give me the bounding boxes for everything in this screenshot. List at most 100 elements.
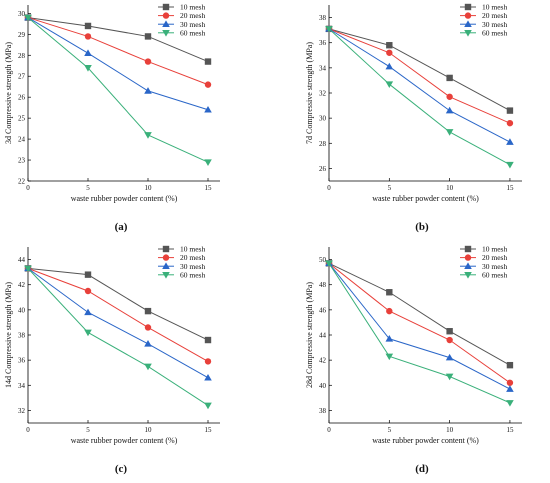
series-20-mesh	[24, 14, 212, 88]
x-tick-label: 5	[388, 184, 392, 192]
data-point	[84, 329, 92, 337]
legend-entry: 30 mesh	[482, 20, 507, 29]
legend-entry: 10 mesh	[180, 3, 205, 12]
data-point	[144, 33, 152, 40]
legend-entry: 60 mesh	[180, 270, 205, 279]
series-20-mesh	[325, 25, 514, 127]
y-tick-label: 26	[18, 94, 26, 102]
data-point	[144, 132, 152, 139]
data-point	[24, 14, 32, 22]
series-line	[328, 262, 511, 366]
x-axis-label: waste rubber powder content (%)	[71, 436, 178, 445]
y-tick-label: 34	[319, 64, 327, 72]
data-point	[204, 105, 212, 113]
data-point	[386, 289, 393, 296]
data-point	[506, 379, 514, 386]
data-point	[446, 74, 453, 82]
x-axis-label: waste rubber powder content (%)	[71, 194, 178, 203]
y-tick-label: 42	[18, 281, 26, 289]
legend-entry: 20 mesh	[482, 253, 507, 262]
series-line	[27, 17, 209, 163]
legend-entry: 60 mesh	[482, 28, 507, 37]
y-axis-label: 14d Compressive strength (MPa)	[4, 282, 13, 388]
data-point	[84, 308, 92, 316]
series-line	[328, 28, 511, 124]
data-point	[84, 22, 92, 30]
legend-marker	[162, 254, 170, 261]
x-tick-label: 15	[205, 426, 213, 434]
data-point	[84, 287, 92, 295]
panel-label: (c)	[115, 463, 128, 475]
legend-marker	[464, 272, 472, 279]
data-point	[386, 307, 393, 315]
x-tick-label: 10	[145, 426, 153, 434]
legend-marker	[464, 254, 472, 261]
data-point	[445, 353, 454, 361]
legend-entry: 10 mesh	[482, 245, 507, 254]
data-point	[386, 49, 393, 56]
data-point	[506, 119, 514, 127]
y-tick-label: 30	[18, 10, 26, 18]
y-tick-label: 46	[319, 306, 327, 314]
legend-entry: 20 mesh	[482, 11, 507, 20]
series-60-mesh	[325, 26, 514, 169]
series-line	[27, 17, 209, 86]
series-line	[328, 28, 511, 112]
y-tick-label: 48	[319, 281, 327, 289]
data-point	[445, 129, 454, 136]
y-tick-label: 40	[319, 382, 327, 390]
x-tick-label: 0	[26, 184, 30, 192]
series-60-mesh	[325, 260, 514, 407]
y-tick-label: 34	[18, 382, 26, 390]
series-line	[328, 28, 511, 166]
legend-marker	[464, 20, 472, 27]
data-point	[506, 107, 514, 114]
x-axis-label: waste rubber powder content (%)	[372, 194, 479, 203]
y-axis-label: 28d Compressive strength (MPa)	[305, 282, 314, 388]
data-point	[325, 260, 333, 268]
y-tick-label: 38	[319, 14, 327, 22]
y-tick-label: 36	[319, 39, 327, 47]
data-point	[445, 373, 454, 381]
data-point	[385, 81, 394, 88]
y-tick-label: 32	[319, 90, 327, 98]
series-line	[328, 263, 511, 390]
legend-marker	[162, 245, 170, 253]
series-line	[27, 17, 209, 63]
data-point	[204, 81, 212, 88]
data-point	[144, 58, 152, 65]
legend-entry: 60 mesh	[482, 270, 507, 279]
panel-label: (a)	[115, 221, 128, 233]
data-point	[204, 159, 212, 166]
data-point	[506, 361, 514, 369]
data-point	[506, 161, 514, 169]
y-tick-label: 44	[319, 332, 327, 340]
data-point	[386, 42, 393, 49]
legend-entry: 20 mesh	[180, 253, 205, 262]
data-point	[446, 328, 453, 335]
legend-marker	[464, 12, 472, 19]
y-tick-label: 25	[18, 115, 26, 123]
y-axis-label: 7d Compressive strength (MPa)	[305, 42, 314, 144]
data-point	[445, 106, 454, 114]
panel-label: (b)	[415, 221, 429, 233]
data-point	[84, 49, 92, 56]
x-tick-label: 5	[86, 184, 90, 192]
series-20-mesh	[24, 265, 212, 365]
legend-marker	[162, 262, 170, 269]
data-point	[325, 26, 333, 33]
x-tick-label: 10	[446, 184, 454, 192]
data-point	[204, 373, 212, 381]
data-point	[24, 265, 32, 273]
data-point	[204, 402, 212, 410]
data-point	[84, 33, 92, 40]
y-tick-label: 38	[18, 332, 26, 340]
series-line	[27, 17, 209, 111]
y-tick-label: 24	[18, 136, 26, 144]
data-point	[385, 334, 394, 342]
data-point	[506, 385, 514, 392]
y-tick-label: 40	[18, 306, 26, 314]
